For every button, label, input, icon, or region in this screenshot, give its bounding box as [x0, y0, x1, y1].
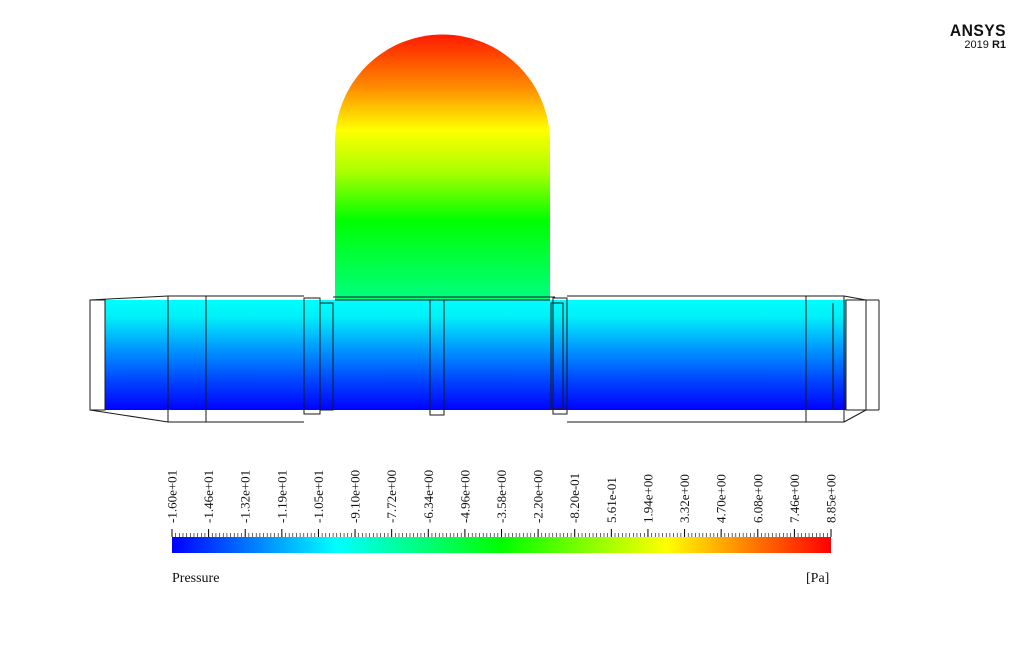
- colorbar-tick-label: 8.85e+00: [824, 474, 839, 523]
- colorbar-tick-label: -1.60e+01: [165, 470, 180, 523]
- legend-title: Pressure: [172, 571, 220, 586]
- colorbar-tick-label: -6.34e+00: [421, 470, 436, 523]
- colorbar-tick-label: -1.46e+01: [201, 470, 216, 523]
- mesh-wireframe: [89, 295, 880, 423]
- logo-version: 2019 R1: [945, 40, 1006, 51]
- colorbar-tick-label: -7.72e+00: [384, 470, 399, 523]
- colorbar-tick-labels: -1.60e+01 -1.46e+01 -1.32e+01 -1.19e+01 -1.0…: [165, 470, 839, 523]
- colorbar-tick-label: -1.32e+01: [238, 470, 253, 523]
- colorbar-tick-label: -9.10e+00: [348, 470, 363, 523]
- logo-version-release: R1: [991, 39, 1006, 51]
- colorbar-tick-label: -3.58e+00: [494, 470, 509, 523]
- legend-unit: [Pa]: [806, 571, 830, 586]
- ansys-logo: ANSYS 2019 R1: [945, 22, 1006, 51]
- colorbar-tick-label: -2.20e+00: [531, 470, 546, 523]
- colorbar-tick-label: -4.96e+00: [457, 470, 472, 523]
- colorbar-tick-label: 1.94e+00: [640, 474, 655, 523]
- colorbar-tick-label: 7.46e+00: [787, 474, 802, 523]
- colorbar-tick-label: 5.61e-01: [604, 477, 619, 523]
- logo-version-year: 2019: [964, 39, 989, 51]
- dome-contour: [335, 34, 550, 300]
- colorbar-tick-label: -1.05e+01: [311, 470, 326, 523]
- colorbar-minor-ticks: [171, 533, 832, 537]
- logo-brand: ANSYS: [949, 21, 1006, 40]
- colorbar-tick-label: -8.20e-01: [567, 473, 582, 523]
- colorbar-tick-label: 3.32e+00: [677, 474, 692, 523]
- pipe-contour: [105, 300, 846, 410]
- colorbar-tick-label: 6.08e+00: [750, 474, 765, 523]
- colorbar-major-ticks: [171, 529, 832, 537]
- colorbar: [172, 537, 831, 553]
- colorbar-tick-label: -1.19e+01: [274, 470, 289, 523]
- colorbar-tick-label: 4.70e+00: [714, 474, 729, 523]
